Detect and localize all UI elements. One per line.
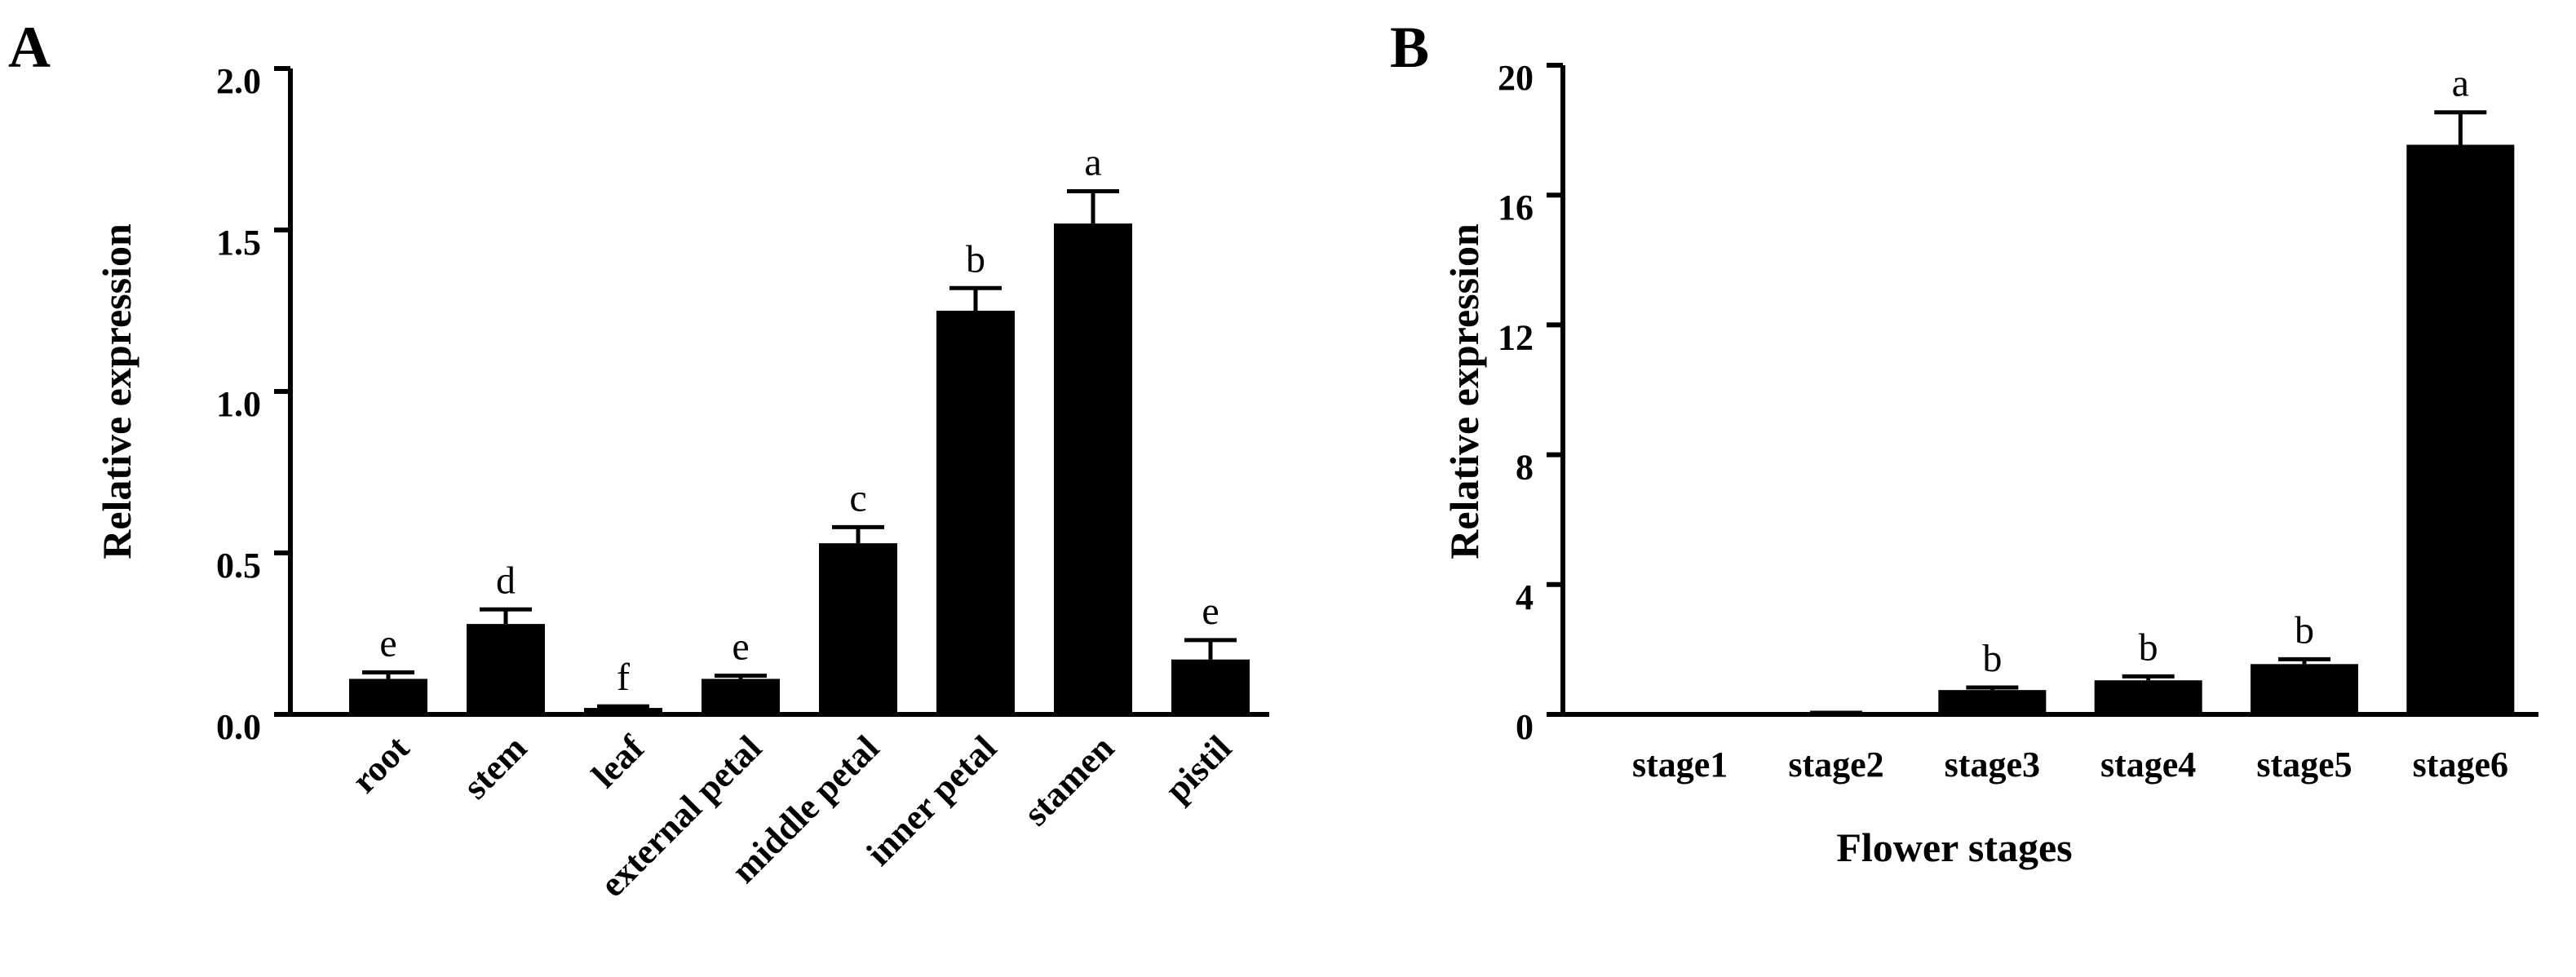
- x-tick-label: stage3: [1945, 745, 2040, 785]
- bars-a: [349, 223, 1250, 715]
- significance-label: a: [1084, 140, 1101, 183]
- error-bars-b: [1810, 110, 2487, 715]
- y-tick-label: 2.0: [216, 61, 261, 101]
- bar: [936, 311, 1015, 714]
- significance-label: e: [1202, 590, 1219, 633]
- y-tick-label: 16: [1498, 188, 1534, 228]
- y-tick-label: 12: [1498, 317, 1534, 357]
- y-tick-label: 0.0: [216, 707, 261, 747]
- significance-labels-b: b b b a: [1982, 62, 2469, 680]
- bar: [2406, 144, 2515, 714]
- x-axis-b: stage1 stage2 stage3 stage4 stage5 stage6: [1632, 745, 2508, 785]
- bar: [819, 543, 897, 714]
- y-tick-label: 4: [1516, 577, 1534, 617]
- panel-letter-b: B: [1390, 15, 1429, 80]
- bar: [584, 708, 662, 714]
- bar: [467, 624, 545, 714]
- x-tick-label: stage2: [1788, 745, 1883, 785]
- y-tick-label: 20: [1498, 58, 1534, 98]
- y-tick-label: 8: [1516, 448, 1534, 488]
- y-axis-title-b: Relative expression: [1441, 223, 1487, 559]
- y-axis-a: 0.0 0.5 1.0 1.5 2.0: [216, 61, 1269, 747]
- bar: [702, 679, 780, 714]
- bar: [2094, 680, 2202, 714]
- significance-labels-a: e d f e c b a e: [379, 140, 1219, 699]
- bar: [1171, 659, 1250, 714]
- x-tick-label: stage1: [1632, 745, 1728, 785]
- error-bars-a: [362, 188, 1237, 709]
- significance-label: a: [2452, 62, 2469, 105]
- significance-label: e: [379, 622, 396, 665]
- bar: [1938, 690, 2047, 714]
- chart-panel-b: B Relative expression 0 4 8 12 16 20 b b b a sta…: [1390, 15, 2538, 870]
- significance-label: c: [849, 476, 866, 519]
- x-tick-label: stage4: [2100, 745, 2196, 785]
- significance-label: b: [2139, 626, 2158, 669]
- panel-letter-a: A: [8, 15, 51, 80]
- y-tick-label: 1.0: [216, 384, 261, 424]
- y-tick-label: 1.5: [216, 223, 261, 263]
- x-tick-label: stage5: [2256, 745, 2352, 785]
- x-axis-title-b: Flower stages: [1836, 824, 2072, 870]
- significance-label: d: [496, 559, 516, 602]
- significance-label: f: [617, 656, 630, 699]
- x-tick-label: stage6: [2413, 745, 2508, 785]
- significance-label: b: [966, 237, 985, 281]
- bar: [2251, 664, 2358, 714]
- bar: [349, 679, 427, 714]
- y-tick-label: 0.5: [216, 546, 261, 586]
- significance-label: b: [1982, 637, 2002, 680]
- bars-b: [1626, 144, 2515, 714]
- y-axis-title-a: Relative expression: [94, 223, 139, 559]
- significance-label: b: [2295, 608, 2314, 652]
- y-tick-label: 0: [1516, 707, 1534, 747]
- bar: [1054, 223, 1132, 715]
- significance-label: e: [732, 625, 749, 668]
